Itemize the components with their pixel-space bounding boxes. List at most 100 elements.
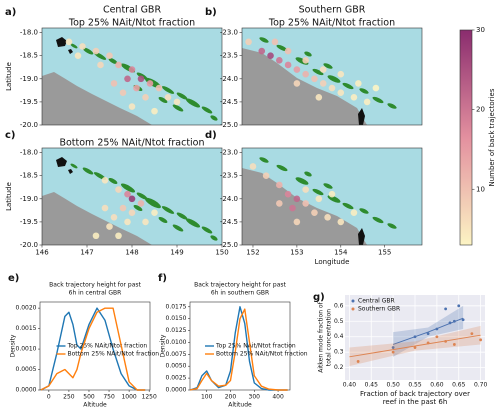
trajectory-cell xyxy=(245,38,252,46)
panel-title: Central GBR xyxy=(103,5,161,16)
y-tick-label: -24.0 xyxy=(220,195,238,203)
trajectory-cell xyxy=(302,70,309,78)
x-tick-label: 0.45 xyxy=(365,382,379,389)
panel-label: g) xyxy=(313,292,325,303)
point xyxy=(391,346,395,349)
trajectory-cell xyxy=(110,80,118,87)
y-tick-label: 0.0000 xyxy=(166,387,187,394)
trajectory-cell xyxy=(106,223,113,230)
panel-subtitle: Top 25% NAit/Ntot fraction xyxy=(268,18,395,29)
trajectory-cell xyxy=(124,75,131,83)
point xyxy=(452,343,456,346)
x-tick-label: 155 xyxy=(378,249,391,257)
trajectory-cell xyxy=(315,93,323,101)
y-tick-label: -18.0 xyxy=(20,149,38,157)
y-tick-label: -24.0 xyxy=(220,75,238,83)
trajectory-cell xyxy=(328,84,336,92)
confidence-band xyxy=(393,305,464,357)
trajectory-cell xyxy=(337,89,345,96)
trajectory-cell xyxy=(106,52,113,60)
trajectory-cell xyxy=(137,75,145,83)
y-axis-label: Density xyxy=(160,334,167,357)
trajectory-cell xyxy=(65,38,73,46)
y-tick-label: 0.0150 xyxy=(166,315,187,322)
panel-title: Back trajectory height for past xyxy=(49,282,141,289)
legend-label: Central GBR xyxy=(358,298,395,305)
point xyxy=(457,304,461,308)
y-tick-label: 0.0100 xyxy=(166,339,187,346)
y-tick-label: -18.5 xyxy=(20,172,38,180)
point xyxy=(452,319,456,323)
y-tick-label: 0.0025 xyxy=(166,375,187,382)
point xyxy=(391,350,395,354)
trajectory-cell xyxy=(276,200,283,207)
y-tick-label: -25.0 xyxy=(220,121,238,129)
x-tick-label: 250 xyxy=(63,394,75,401)
trajectory-cell xyxy=(363,98,371,106)
x-axis-label: Altitude xyxy=(83,402,107,409)
x-tick-label: 500 xyxy=(83,394,95,401)
legend-label: Bottom 25% NAit/Ntot fraction xyxy=(68,351,160,358)
y-tick-label: -19.5 xyxy=(20,218,38,226)
trajectory-cell xyxy=(115,61,122,69)
panel-subtitle: Bottom 25% NAit/Ntot fraction xyxy=(59,138,204,149)
legend-label: Top 25% NAit/Ntot fraction xyxy=(215,343,296,350)
y-tick-label: -18.5 xyxy=(20,52,38,60)
y-tick-label: 0.0010 xyxy=(16,346,37,353)
map-land xyxy=(242,156,398,245)
y-tick-label: 0.3 xyxy=(334,349,344,356)
x-tick-label: 153 xyxy=(290,249,303,257)
map-land xyxy=(42,157,219,245)
trajectory-cell xyxy=(119,204,127,212)
y-axis-label: Latitude xyxy=(5,62,13,91)
trajectory-cell xyxy=(311,75,318,83)
x-tick-label: 0.70 xyxy=(474,382,488,389)
y-tick-label: -24.5 xyxy=(220,98,238,106)
trajectory-cell xyxy=(262,172,270,180)
y-tick-label: 0.5 xyxy=(334,318,344,325)
y-tick-label: -23.5 xyxy=(220,52,238,60)
trajectory-cell xyxy=(74,52,82,60)
point xyxy=(413,346,417,349)
y-tick-label: 0.0125 xyxy=(166,327,187,334)
trajectory-cell xyxy=(146,80,154,87)
trajectory-cell xyxy=(302,186,309,193)
point xyxy=(448,321,452,325)
x-tick-label: 0.65 xyxy=(452,382,466,389)
trajectory-cell xyxy=(271,38,279,46)
fit-line xyxy=(392,317,464,345)
panel-label: b) xyxy=(205,7,217,18)
y-tick-label: -25.0 xyxy=(220,241,238,249)
point xyxy=(435,327,439,331)
trajectory-cell xyxy=(115,232,122,240)
trajectory-cell xyxy=(284,61,292,69)
y-tick-label: -20.0 xyxy=(20,241,38,249)
panel-label: e) xyxy=(8,273,19,284)
x-axis-label: Longitude xyxy=(315,258,350,266)
trajectory-cell xyxy=(350,93,358,101)
trajectory-cell xyxy=(267,52,274,60)
x-tick-label: 200 xyxy=(225,394,237,401)
colorbar-tick-label: 20 xyxy=(476,106,485,114)
colorbar-label: Number of back trajectories xyxy=(488,88,496,186)
y-axis-label: Aitken mode fraction of xyxy=(318,301,325,372)
trajectory-cell xyxy=(101,204,109,212)
trajectory-cell xyxy=(97,61,104,69)
trajectory-cell xyxy=(289,204,296,212)
trajectory-cell xyxy=(284,47,292,55)
trajectory-cell xyxy=(324,213,331,221)
density-line xyxy=(189,308,288,391)
panel-label: a) xyxy=(5,7,16,18)
trajectory-cell xyxy=(350,209,358,216)
y-tick-label: 0.4 xyxy=(334,333,344,340)
trajectory-cell xyxy=(372,84,380,92)
trajectory-cell xyxy=(302,200,309,207)
trajectory-cell xyxy=(110,213,118,221)
point xyxy=(444,339,448,343)
x-tick-label: 0.55 xyxy=(408,382,422,389)
colorbar-tick-label: 10 xyxy=(476,185,485,193)
fit-line xyxy=(349,334,481,358)
legend-label: Southern GBR xyxy=(358,306,400,313)
y-tick-label: -23.5 xyxy=(220,172,238,180)
density-line xyxy=(189,306,288,391)
